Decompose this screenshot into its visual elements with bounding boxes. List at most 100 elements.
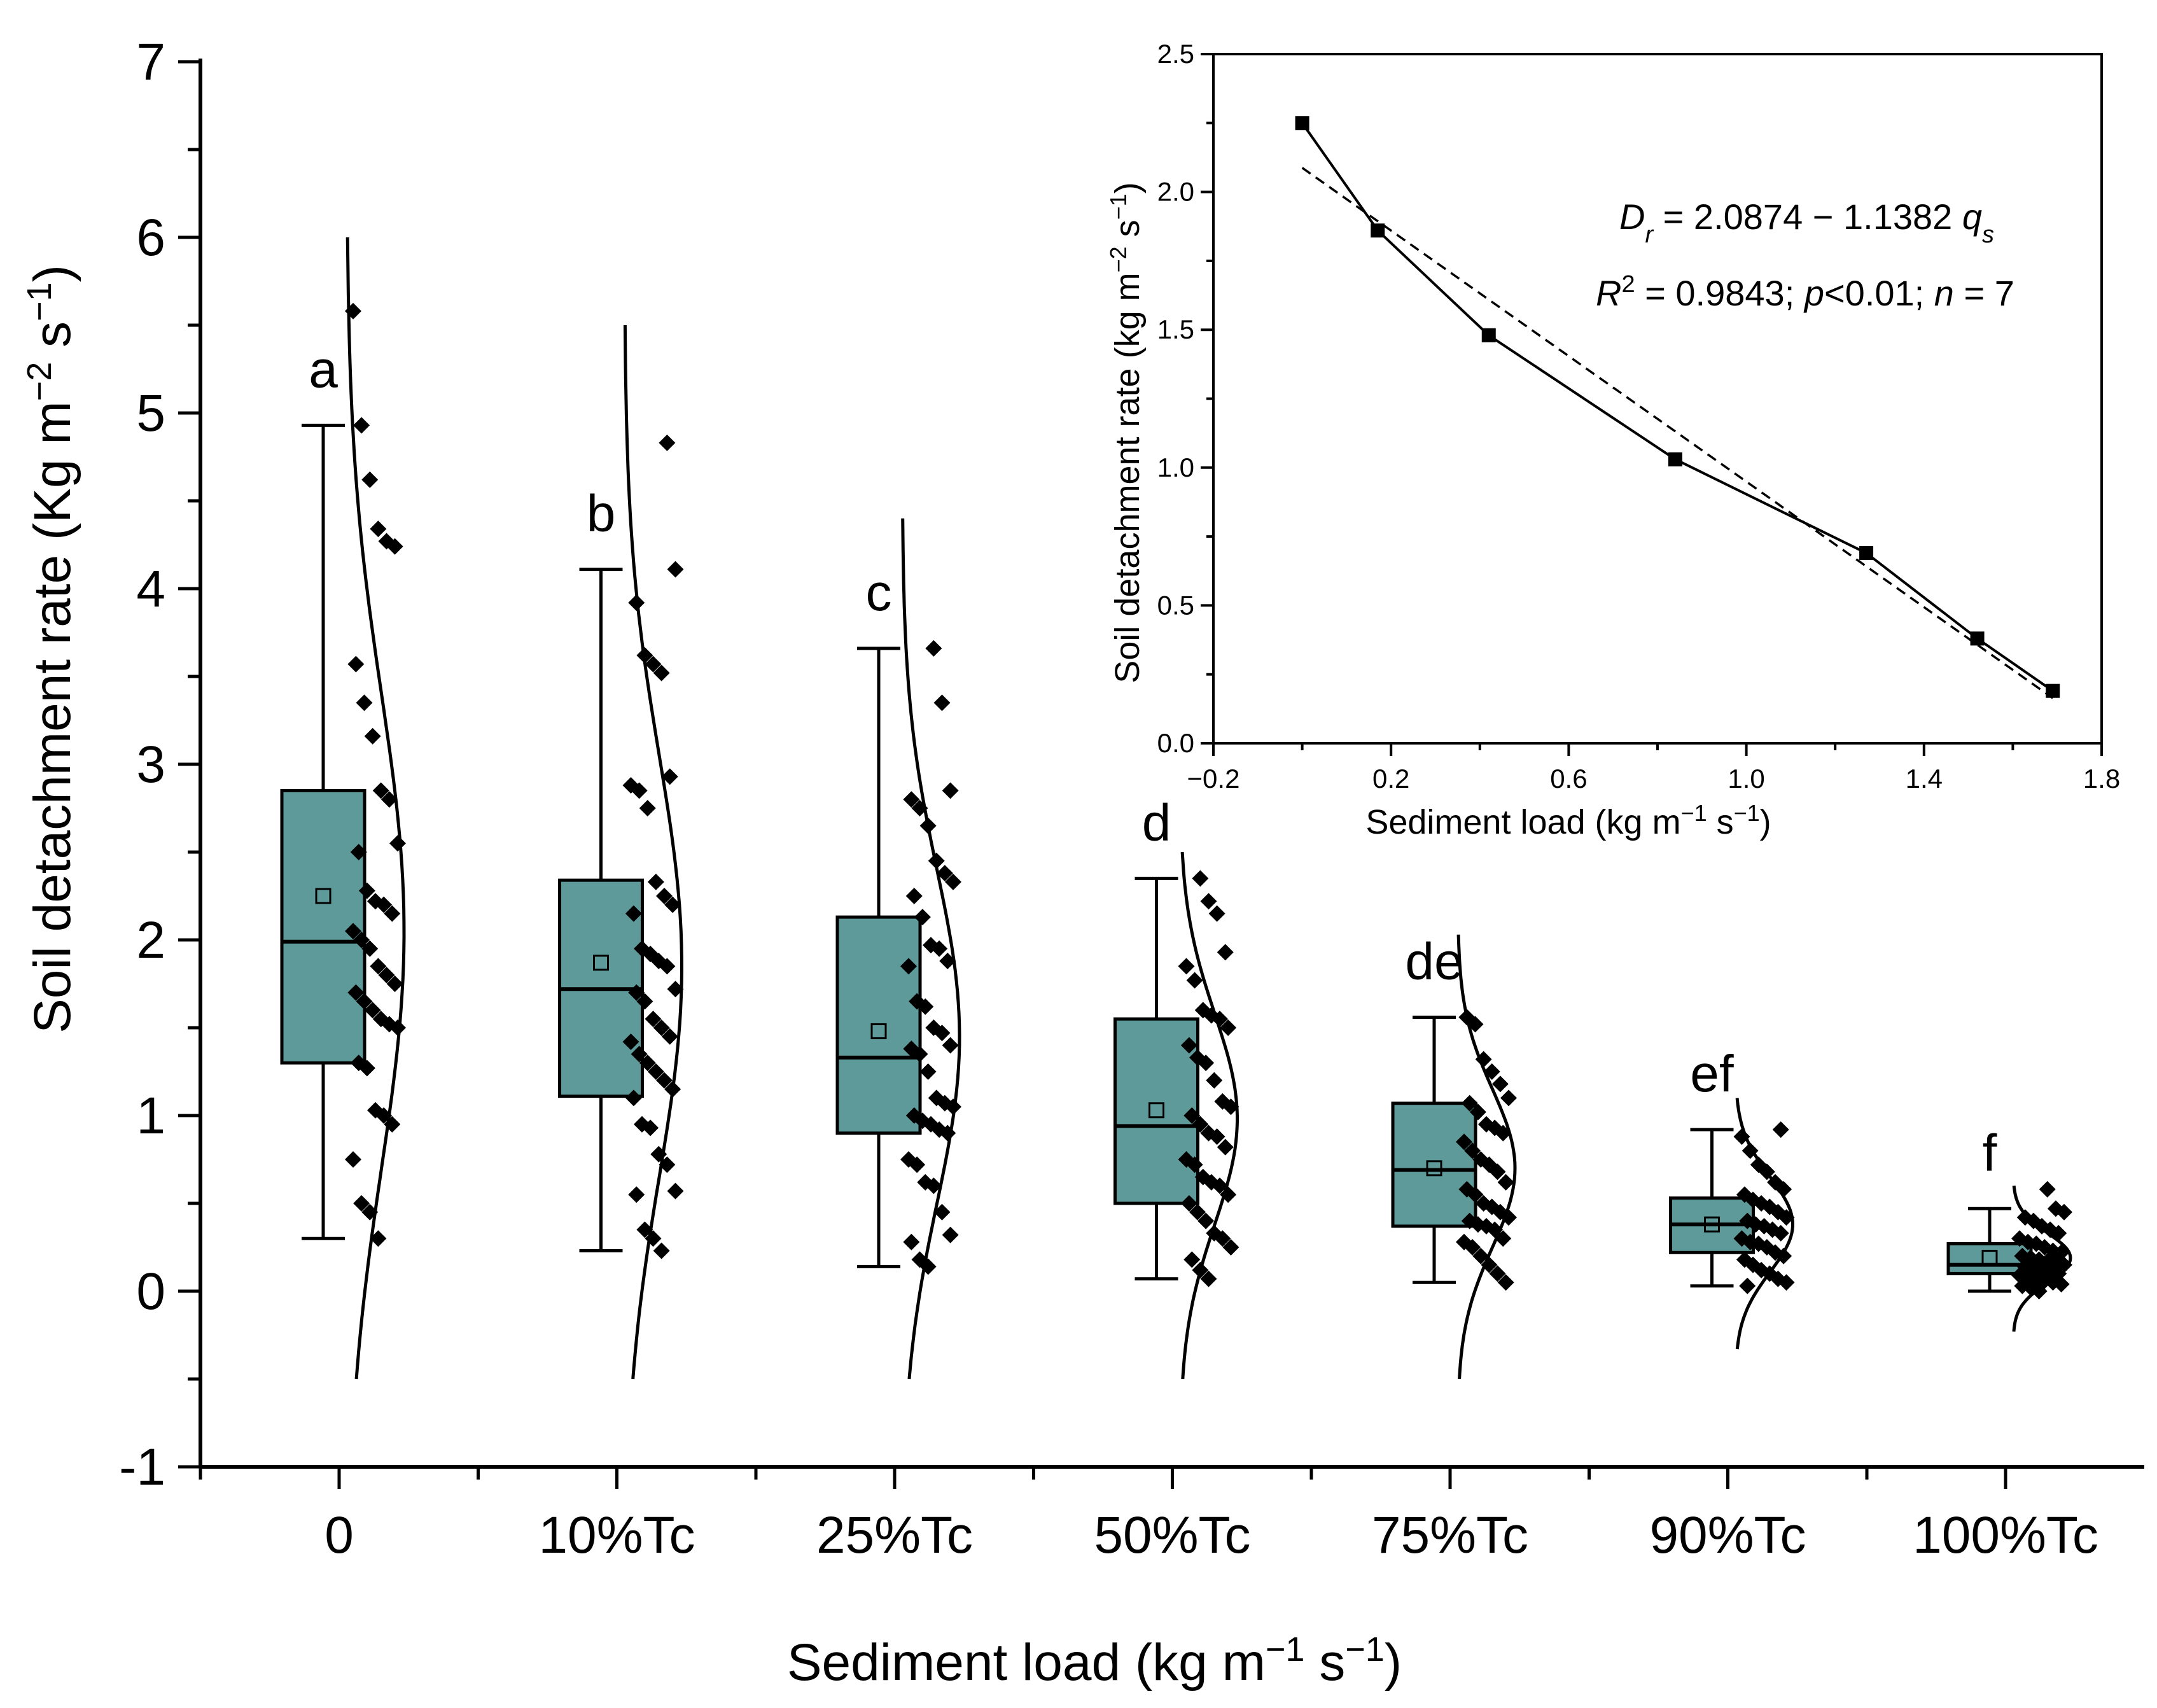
data-point — [358, 882, 375, 899]
data-point — [389, 835, 406, 852]
data-point — [1197, 1054, 1215, 1072]
data-point — [1220, 1186, 1237, 1203]
data-point — [1497, 1274, 1514, 1291]
data-point — [661, 1028, 678, 1045]
data-point — [1500, 1089, 1517, 1107]
data-point — [667, 1182, 684, 1200]
main-axes: 0 10%Tc 25%Tc 50%Tc 75%Tc 90%Tc 100%Tc -1 0 1 2 3 4 5… — [119, 33, 2144, 1564]
data-point — [1192, 1261, 1209, 1278]
data-point — [911, 800, 928, 816]
data-point — [1461, 1095, 1478, 1112]
inset-data-point — [2046, 683, 2060, 698]
y-tick-label: -1 — [119, 1438, 165, 1496]
data-point — [2030, 1283, 2048, 1299]
y-tick-label: 2 — [136, 911, 165, 969]
data-point — [1222, 1098, 1239, 1116]
data-point — [919, 1063, 937, 1080]
data-point — [356, 993, 373, 1010]
x-tick-label: 0 — [325, 1506, 354, 1564]
data-point — [645, 655, 662, 673]
inset-data-point — [1371, 223, 1385, 238]
inset-x-axis-label: Sediment load (kg m−1 s−1) — [1365, 800, 1771, 842]
main-boxes: a b c d de ef f — [280, 237, 2072, 1380]
y-tick-label: 1 — [136, 1087, 165, 1145]
data-point — [925, 640, 942, 657]
data-point — [936, 865, 953, 882]
inset-x-tick-label: 1.8 — [2083, 764, 2120, 794]
data-point — [914, 909, 931, 926]
data-point — [942, 1226, 959, 1243]
data-point — [345, 1151, 361, 1168]
data-point — [1491, 1075, 1509, 1093]
distribution-curve — [346, 237, 406, 1380]
data-point — [1183, 1107, 1201, 1124]
data-point — [372, 782, 389, 799]
data-point — [661, 768, 678, 785]
x-tick-label: 25%Tc — [816, 1506, 973, 1564]
data-point — [1456, 1133, 1472, 1151]
data-point — [1742, 1142, 1759, 1159]
data-point — [939, 953, 956, 970]
data-point — [622, 1033, 639, 1051]
data-point — [942, 782, 959, 799]
data-point — [1775, 1247, 1792, 1264]
y-tick-label: 6 — [136, 209, 165, 267]
data-point — [384, 905, 401, 922]
box-iqr — [1391, 1102, 1477, 1228]
data-point — [1772, 1121, 1789, 1138]
data-point — [905, 888, 923, 904]
data-point — [1486, 1221, 1504, 1238]
data-point — [636, 647, 653, 664]
distribution-curve — [2012, 1186, 2072, 1332]
group-letter: b — [587, 485, 616, 543]
inset-data-point — [1295, 116, 1309, 130]
distribution-curve — [1456, 934, 1517, 1380]
group-letter: ef — [1690, 1045, 1734, 1103]
data-point — [364, 727, 381, 745]
group-letter: de — [1405, 932, 1463, 990]
data-point — [353, 1195, 370, 1212]
data-point — [380, 791, 398, 808]
data-point — [1739, 1277, 1756, 1294]
data-point — [358, 1060, 375, 1077]
inset-axes: −0.2 0.2 0.6 1.0 1.4 1.8 0.0 0.5 1.0 1.5 2.0 2.5 — [1157, 39, 2121, 794]
data-point — [1211, 1177, 1228, 1194]
data-point — [350, 844, 367, 860]
data-point — [386, 538, 403, 555]
data-point — [653, 1019, 670, 1036]
inset-chart: −0.2 0.2 0.6 1.0 1.4 1.8 0.0 0.5 1.0 1.5 2.0 2.5 Dr… — [1105, 39, 2121, 841]
data-point — [1778, 1209, 1795, 1226]
inset-y-tick-label: 1.0 — [1157, 452, 1194, 482]
main-x-axis-label: Sediment load (kg m−1 s−1) — [787, 1630, 1402, 1691]
data-point — [628, 984, 645, 1001]
data-point — [653, 664, 670, 682]
inset-y-tick-label: 1.5 — [1157, 314, 1194, 344]
data-point — [364, 1002, 381, 1019]
box-mean-marker — [1704, 1216, 1720, 1233]
data-point — [356, 694, 373, 711]
data-point — [1186, 972, 1203, 989]
data-point — [347, 655, 365, 673]
data-point — [945, 873, 961, 890]
inset-x-tick-label: 0.6 — [1550, 764, 1587, 794]
data-point — [636, 993, 653, 1010]
data-point — [625, 905, 642, 922]
data-point — [1778, 1274, 1795, 1291]
data-point — [1180, 1195, 1197, 1212]
data-point — [2050, 1224, 2067, 1242]
data-point — [345, 302, 361, 319]
x-tick-label: 90%Tc — [1649, 1506, 1806, 1564]
main-chart: a b c d de ef f 0 10%Tc 25%Tc 50%Tc 75%Tc 90%Tc 100%… — [20, 33, 2144, 1691]
group-letter: d — [1142, 794, 1171, 851]
data-point — [647, 1063, 664, 1080]
data-point — [659, 434, 676, 451]
data-point — [361, 471, 379, 488]
data-point — [656, 1072, 673, 1089]
data-point — [370, 521, 387, 538]
inset-data-point — [1970, 631, 1985, 646]
data-point — [645, 1230, 662, 1247]
data-point — [1481, 1256, 1498, 1273]
data-point — [667, 561, 684, 578]
data-point — [945, 1098, 961, 1116]
